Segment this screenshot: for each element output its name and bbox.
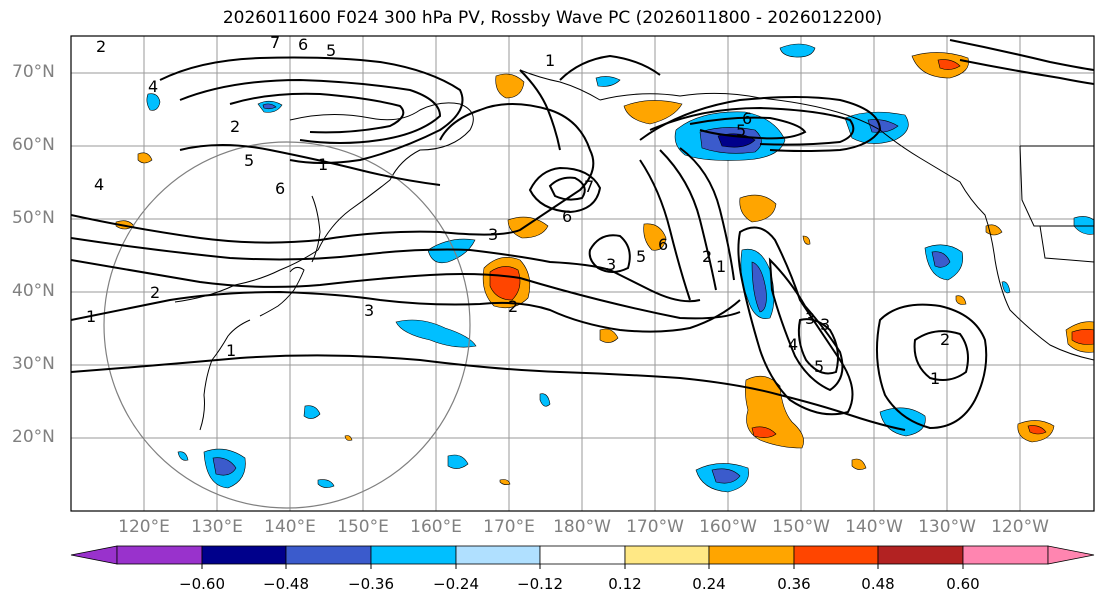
lon-label: 140°W — [845, 517, 903, 537]
colorbar-tick-label: 0.36 — [777, 575, 811, 593]
colorbar-tick-label: −0.60 — [179, 575, 225, 593]
lon-label: 150°E — [337, 517, 389, 537]
contour-label: 1 — [318, 155, 328, 174]
contour-label: 3 — [364, 301, 374, 320]
colorbar-segment — [793, 545, 879, 565]
lat-label-60n: 60°N — [12, 135, 55, 155]
lon-label: 150°W — [772, 517, 830, 537]
colorbar-tick-label: 0.24 — [692, 575, 726, 593]
contour-label: 1 — [86, 307, 96, 326]
contour-label: 6 — [562, 207, 572, 226]
map-frame — [70, 35, 1095, 512]
lon-label: 160°W — [699, 517, 757, 537]
colorbar-segment — [201, 545, 287, 565]
lat-label-40n: 40°N — [12, 281, 55, 301]
colorbar-segment — [455, 545, 541, 565]
lat-label-30n: 30°N — [12, 354, 55, 374]
lon-label: 160°E — [410, 517, 462, 537]
contour-label: 2 — [230, 117, 240, 136]
contour-label: 1 — [226, 341, 236, 360]
lon-label: 170°W — [626, 517, 684, 537]
contour-label: 4 — [148, 77, 158, 96]
colorbar-tick-label: 0.48 — [861, 575, 895, 593]
contour-label: 5 — [814, 357, 824, 376]
colorbar-segment — [116, 545, 203, 565]
colorbar-segment — [708, 545, 795, 565]
contour-label: 3 — [606, 255, 616, 274]
colorbar-extend-high — [1047, 545, 1095, 565]
lon-label: 130°W — [918, 517, 976, 537]
contour-label: 5 — [736, 121, 746, 140]
colorbar — [70, 545, 1095, 569]
colorbar-segment — [370, 545, 457, 565]
negative-anomalies — [146, 43, 1094, 493]
contour-label: 6 — [275, 179, 285, 198]
colorbar-segment — [877, 545, 964, 565]
colorbar-tick-label: 0.12 — [608, 575, 642, 593]
contour-label: 1 — [716, 257, 726, 276]
contour-label: 3 — [488, 225, 498, 244]
colorbar-segment — [539, 545, 626, 565]
contour-label: 4 — [94, 175, 104, 194]
contour-label: 2 — [702, 247, 712, 266]
contour-label: 7 — [270, 33, 280, 52]
contour-label: 1 — [545, 51, 555, 70]
colorbar-tick-label: −0.24 — [433, 575, 479, 593]
contour-label: 2 — [508, 297, 518, 316]
contour-label: 7 — [584, 177, 594, 196]
lon-label: 120°E — [118, 517, 170, 537]
contour-label: 6 — [658, 235, 668, 254]
contour-label: 1 — [930, 369, 940, 388]
colorbar-tick-label: −0.36 — [348, 575, 394, 593]
contour-labels: 2 7 6 5 4 1 2 5 1 6 3 7 6 6 3 5 6 2 1 5 … — [86, 33, 950, 388]
lat-label-20n: 20°N — [12, 427, 55, 447]
pv-contours — [71, 39, 1094, 431]
contour-label: 2 — [96, 37, 106, 56]
contour-label: 5 — [244, 151, 254, 170]
colorbar-tick-label: −0.12 — [517, 575, 563, 593]
lon-label: 170°E — [483, 517, 535, 537]
colorbar-tick-label: −0.48 — [263, 575, 309, 593]
colorbar-segment — [962, 545, 1049, 565]
contour-label: 3 — [805, 309, 815, 328]
contour-label: 2 — [150, 283, 160, 302]
contour-label: 6 — [298, 35, 308, 54]
lon-label: 130°E — [191, 517, 243, 537]
contour-label: 4 — [788, 335, 798, 354]
colorbar-extend-low — [70, 545, 118, 565]
map-title: 2026011600 F024 300 hPa PV, Rossby Wave … — [222, 8, 883, 28]
range-circle — [103, 141, 471, 509]
contour-label: 5 — [326, 41, 336, 60]
positive-anomalies — [115, 52, 1094, 485]
lon-label: 180°W — [553, 517, 611, 537]
contour-label: 6 — [742, 109, 752, 128]
contour-label: 3 — [820, 315, 830, 334]
lon-label: 120°W — [991, 517, 1049, 537]
colorbar-segment — [285, 545, 372, 565]
lat-label-70n: 70°N — [12, 62, 55, 82]
contour-label: 2 — [940, 330, 950, 349]
colorbar-tick-label: 0.60 — [946, 575, 980, 593]
lon-label: 140°E — [264, 517, 316, 537]
contour-label: 5 — [636, 247, 646, 266]
colorbar-segment — [624, 545, 710, 565]
lat-label-50n: 50°N — [12, 208, 55, 228]
